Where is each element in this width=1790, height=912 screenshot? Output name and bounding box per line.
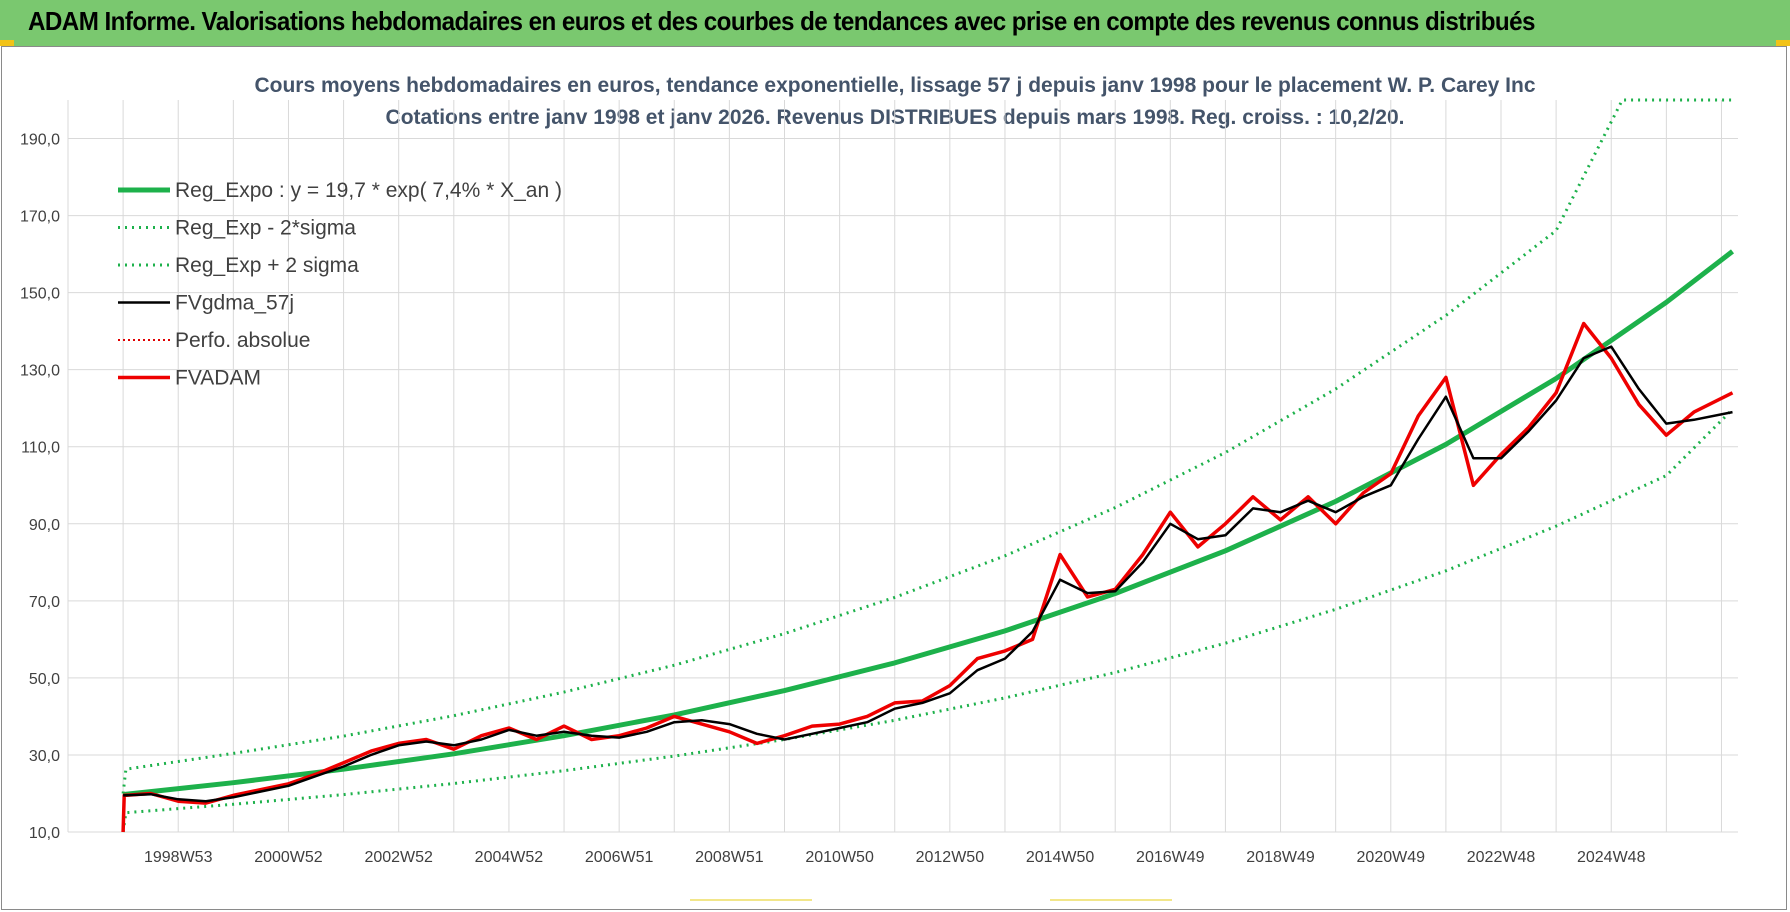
y-tick-label: 10,0 — [29, 825, 60, 842]
legend-label: Reg_Exp + 2 sigma — [175, 254, 359, 277]
series-line-2 — [121, 98, 1733, 794]
x-tick-label: 2018W49 — [1246, 849, 1315, 866]
y-tick-label: 190,0 — [20, 132, 60, 149]
x-tick-label: 2008W51 — [695, 849, 764, 866]
y-tick-label: 70,0 — [29, 594, 60, 611]
x-tick-label: 2022W48 — [1467, 849, 1536, 866]
legend-label: FVADAM — [175, 367, 261, 390]
y-tick-label: 170,0 — [20, 209, 60, 226]
y-axis: 10,0 30,0 50,0 70,0 90,0 110,0 130,0 150,0 170,0… — [20, 132, 60, 842]
x-tick-label: 2014W50 — [1026, 849, 1095, 866]
corner-mark-left — [0, 40, 14, 46]
bottom-mark-2 — [1050, 899, 1172, 901]
legend-label: Perfo. absolue — [175, 329, 310, 352]
series-line-5 — [121, 321, 1734, 833]
x-axis: 1998W53 2000W52 2002W52 2004W52 2006W51 2008W… — [144, 849, 1646, 866]
series-line-0 — [122, 249, 1735, 798]
chart-frame — [1, 46, 1787, 910]
x-tick-label: 2000W52 — [254, 849, 323, 866]
bottom-mark-1 — [690, 899, 812, 901]
header-banner: ADAM Informe. Valorisations hebdomadaire… — [0, 0, 1790, 46]
y-tick-label: 90,0 — [29, 517, 60, 534]
y-tick-label: 130,0 — [20, 363, 60, 380]
x-tick-label: 2016W49 — [1136, 849, 1205, 866]
x-tick-label: 2004W52 — [475, 849, 544, 866]
x-tick-label: 2010W50 — [805, 849, 874, 866]
legend-label: Reg_Expo : y = 19,7 * exp( 7,4% * X_an ) — [175, 179, 562, 202]
grid — [67, 100, 1738, 833]
legend: Reg_Expo : y = 19,7 * exp( 7,4% * X_an )… — [118, 179, 562, 390]
x-tick-label: 2012W50 — [916, 849, 985, 866]
y-tick-label: 50,0 — [29, 671, 60, 688]
legend-label: Reg_Exp - 2*sigma — [175, 217, 356, 240]
y-tick-label: 150,0 — [20, 286, 60, 303]
legend-label: FVgdma_57j — [175, 292, 294, 315]
y-tick-label: 30,0 — [29, 748, 60, 765]
y-tick-label: 110,0 — [21, 440, 60, 457]
corner-mark-right — [1776, 40, 1790, 46]
x-tick-label: 2024W48 — [1577, 849, 1646, 866]
series-layer — [121, 98, 1735, 833]
x-tick-label: 1998W53 — [144, 849, 213, 866]
page-title: ADAM Informe. Valorisations hebdomadaire… — [28, 6, 1535, 36]
x-tick-label: 2006W51 — [585, 849, 654, 866]
x-tick-label: 2002W52 — [364, 849, 433, 866]
series-line-3 — [123, 345, 1733, 803]
chart-title: Cours moyens hebdomadaires en euros, ten… — [254, 74, 1535, 97]
x-tick-label: 2020W49 — [1357, 849, 1426, 866]
